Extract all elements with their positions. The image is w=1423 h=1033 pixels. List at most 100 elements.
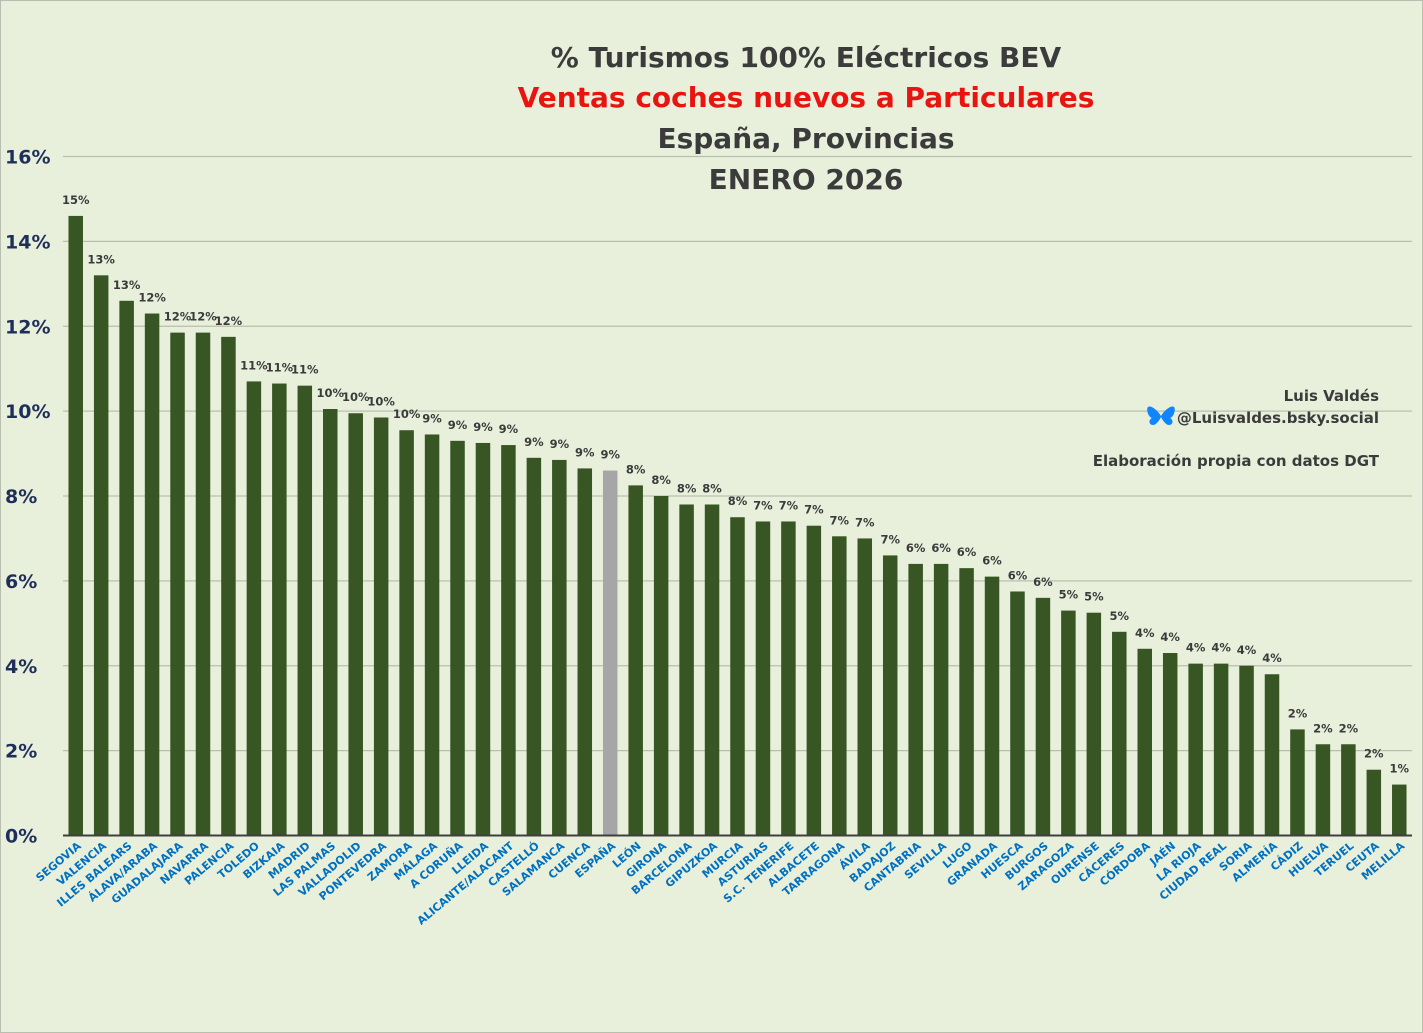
data-label: 9%: [448, 418, 468, 432]
bar: [933, 563, 949, 836]
bar: [882, 555, 898, 836]
bar: [857, 538, 873, 836]
bar: [526, 457, 542, 836]
bar: [984, 576, 1000, 836]
data-label: 6%: [931, 541, 951, 555]
bar: [781, 521, 796, 836]
y-tick-label: 12%: [5, 316, 50, 338]
chart-title: % Turismos 100% Eléctricos BEV: [550, 41, 1062, 74]
bar: [323, 409, 338, 836]
data-label: 6%: [906, 541, 926, 555]
data-label: 9%: [422, 411, 442, 425]
data-label: 6%: [957, 545, 977, 559]
data-label: 6%: [982, 554, 1002, 568]
bar: [577, 468, 593, 836]
data-label: 6%: [1033, 575, 1053, 589]
bar: [1239, 665, 1254, 836]
bar: [272, 383, 287, 836]
data-label: 5%: [1110, 609, 1130, 623]
bar: [1035, 597, 1051, 836]
data-label: 8%: [651, 473, 671, 487]
data-label: 10%: [316, 386, 344, 400]
bar: [119, 300, 134, 836]
author-name: Luis Valdés: [1283, 387, 1379, 405]
bar: [1137, 648, 1152, 836]
data-label: 8%: [728, 494, 748, 508]
data-label: 4%: [1135, 626, 1155, 640]
data-label: 9%: [499, 422, 519, 436]
bar: [1213, 663, 1229, 836]
data-label: 9%: [473, 420, 493, 434]
bar: [1086, 612, 1102, 836]
bar: [1112, 631, 1127, 836]
bar: [93, 275, 109, 836]
data-label: 10%: [342, 390, 370, 404]
y-tick-label: 8%: [5, 486, 37, 508]
bar: [399, 430, 414, 836]
bar: [1392, 784, 1407, 836]
bar: [704, 504, 720, 836]
y-tick-label: 6%: [5, 571, 37, 593]
bar: [1264, 674, 1280, 836]
data-label: 9%: [550, 437, 570, 451]
bar: [1162, 653, 1178, 836]
data-label: 11%: [291, 363, 319, 377]
data-label: 6%: [1008, 568, 1028, 582]
data-label: 12%: [189, 310, 217, 324]
data-label: 13%: [113, 278, 141, 292]
data-source-note: Elaboración propia con datos DGT: [1092, 452, 1379, 470]
bar: [475, 442, 491, 836]
bar: [501, 445, 516, 836]
bar: [908, 563, 923, 836]
bar: [755, 521, 771, 836]
data-label: 13%: [87, 252, 115, 266]
data-label: 12%: [138, 291, 166, 305]
bar: [679, 504, 694, 836]
bar: [450, 440, 465, 836]
bar: [628, 485, 643, 836]
bar: [221, 336, 236, 836]
bar: [959, 568, 974, 836]
y-tick-label: 4%: [5, 656, 37, 678]
chart-subtitle: Ventas coches nuevos a Particulares: [517, 81, 1095, 114]
bar: [373, 417, 389, 836]
data-label: 7%: [753, 498, 773, 512]
data-label: 4%: [1262, 651, 1282, 665]
bluesky-butterfly-icon: [1147, 406, 1175, 425]
data-label: 12%: [164, 310, 192, 324]
data-label: 5%: [1084, 590, 1104, 604]
data-label: 4%: [1160, 630, 1180, 644]
data-label: 8%: [677, 481, 697, 495]
bar: [1010, 591, 1025, 836]
bar: [1188, 663, 1203, 836]
y-tick-label: 16%: [5, 147, 50, 169]
data-label: 7%: [804, 503, 824, 517]
bar: [1061, 610, 1076, 836]
bar: [552, 459, 567, 836]
bar: [1290, 729, 1305, 836]
bar: [806, 525, 822, 836]
data-label: 2%: [1313, 721, 1333, 735]
bar: [1366, 769, 1382, 836]
data-label: 2%: [1339, 721, 1359, 735]
bar: [602, 470, 618, 836]
bar: [348, 413, 363, 836]
bar: [68, 215, 83, 836]
data-label: 9%: [575, 445, 595, 459]
data-label: 8%: [702, 481, 722, 495]
data-label: 8%: [626, 462, 646, 476]
data-label: 15%: [62, 193, 90, 207]
chart-region: España, Provincias: [657, 122, 955, 155]
chart-period: ENERO 2026: [708, 163, 904, 196]
data-label: 9%: [600, 448, 620, 462]
author-handle: @Luisvaldes.bsky.social: [1176, 409, 1379, 427]
data-label: 5%: [1059, 588, 1079, 602]
y-tick-label: 10%: [5, 401, 50, 423]
bar: [424, 434, 440, 836]
data-label: 4%: [1211, 641, 1231, 655]
data-label: 12%: [215, 314, 243, 328]
bar: [1341, 744, 1356, 836]
data-label: 4%: [1186, 641, 1206, 655]
